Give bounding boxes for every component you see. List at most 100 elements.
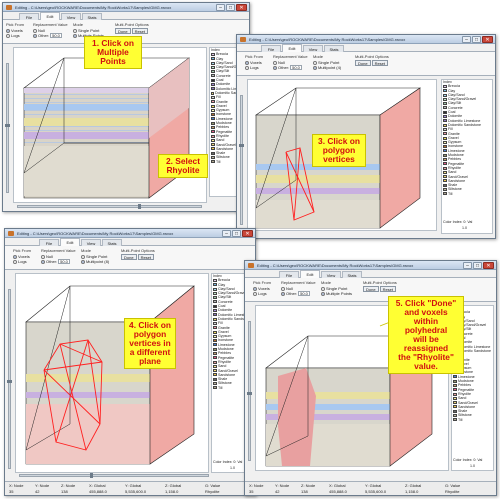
tab-edit[interactable]: Edit [300,270,320,278]
legend-item: Mudstone [442,153,492,157]
tab-view[interactable]: View [321,271,341,278]
other-value-input[interactable]: 50.0 [50,33,62,38]
close-button[interactable]: ✕ [482,36,493,43]
slider-thumb[interactable] [138,204,141,209]
vertical-slider[interactable] [239,95,244,225]
legend-item: Clay/Sand/Gravel [210,65,248,69]
reset-button[interactable]: Reset [379,286,397,292]
horizontal-slider[interactable] [19,473,209,478]
pick-from-group: Pick From Voxels Logs [13,248,31,264]
tab-stats[interactable]: Stats [324,45,344,52]
done-button[interactable]: Done [363,286,379,292]
close-button[interactable]: ✕ [483,262,494,269]
null-radio[interactable] [41,254,45,259]
legend-swatch [453,375,457,379]
status-value: 35 [249,489,254,494]
logs-radio[interactable] [13,259,17,264]
callout-line: and voxels [404,307,448,317]
replacement-label: Replacement Value [273,54,308,59]
tab-file[interactable]: File [19,13,39,20]
voxels-radio[interactable] [245,60,249,65]
vertical-slider[interactable] [7,289,12,469]
null-radio[interactable] [273,60,277,65]
tab-edit[interactable]: Edit [282,44,302,52]
ribbon-tabs: File Edit View Stats [3,12,249,20]
null-radio[interactable] [33,28,37,33]
slider-thumb[interactable] [247,392,252,395]
tab-stats[interactable]: Stats [82,13,102,20]
other-radio[interactable] [273,65,277,70]
vertical-slider[interactable] [5,63,10,193]
single-point-radio[interactable] [73,28,77,33]
other-value-input[interactable]: 50.0 [58,259,70,264]
tab-edit[interactable]: Edit [60,238,80,246]
voxels-radio[interactable] [13,254,17,259]
minimize-button[interactable]: – [462,36,471,43]
pick-from-group: Pick From Voxels Logs [6,22,24,38]
done-button[interactable]: Done [115,28,131,34]
legend-swatch [213,317,217,321]
other-radio[interactable] [33,33,37,38]
other-radio[interactable] [281,291,285,296]
reset-button[interactable]: Reset [371,60,389,66]
reset-button[interactable]: Reset [137,254,155,260]
multiple-points-radio[interactable] [73,33,77,38]
minimize-button[interactable]: – [463,262,472,269]
done-button[interactable]: Done [121,254,137,260]
legend-label: Granite [218,325,230,330]
close-button[interactable]: ✕ [236,4,247,11]
null-radio[interactable] [281,286,285,291]
tab-stats[interactable]: Stats [102,239,122,246]
single-point-radio[interactable] [313,60,317,65]
done-button[interactable]: Done [355,60,371,66]
multi-point-options: Multi-Point Options Done Reset [121,248,155,260]
legend-label: Clay/Silt [448,101,462,106]
voxels-radio[interactable] [6,28,10,33]
3d-viewport[interactable] [13,47,207,203]
minimize-button[interactable]: – [222,230,231,237]
tab-view[interactable]: View [81,239,101,246]
tab-edit[interactable]: Edit [40,12,60,20]
single-point-radio[interactable] [321,286,325,291]
multipoint-radio[interactable] [81,259,85,264]
slider-thumb[interactable] [239,144,244,147]
tab-view[interactable]: View [303,45,323,52]
logs-radio[interactable] [6,33,10,38]
minimize-button[interactable]: – [216,4,225,11]
legend-label: Ironstone [458,370,473,375]
tab-file[interactable]: File [39,239,59,246]
close-button[interactable]: ✕ [242,230,253,237]
logs-radio[interactable] [245,65,249,70]
3d-viewport[interactable] [15,273,209,473]
single-point-radio[interactable] [81,254,85,259]
reset-button[interactable]: Reset [131,28,149,34]
legend-swatch [443,84,447,88]
multipoint-radio[interactable] [313,65,317,70]
tab-stats[interactable]: Stats [342,271,362,278]
status-bar: X: Node 35 Y: Node 42 Z: Node 138 X: Global 455… [5,481,255,495]
logs-radio[interactable] [253,291,257,296]
slider-thumb[interactable] [90,473,93,478]
horizontal-slider[interactable] [17,204,202,209]
other-radio[interactable] [41,259,45,264]
multiple-points-radio[interactable] [321,291,325,296]
legend-swatch [443,115,447,119]
callout-step-3: 3. Click on polygon vertices [312,134,366,167]
tab-file[interactable]: File [279,271,299,278]
slider-thumb[interactable] [5,124,10,127]
maximize-button[interactable]: □ [226,4,235,11]
vertical-slider[interactable] [247,321,252,461]
maximize-button[interactable]: □ [472,36,481,43]
voxels-radio[interactable] [253,286,257,291]
legend-swatch [213,326,217,330]
editor-window-2: Editing - C:\Users\geo\ROCKWARE\Document… [236,34,496,239]
tab-file[interactable]: File [261,45,281,52]
maximize-button[interactable]: □ [232,230,241,237]
maximize-button[interactable]: □ [473,262,482,269]
tab-view[interactable]: View [61,13,81,20]
slider-thumb[interactable] [7,380,12,383]
legend-swatch [211,104,215,108]
other-value-input[interactable]: 50.0 [298,291,310,296]
other-value-input[interactable]: 50.0 [290,65,302,70]
3d-viewport[interactable] [247,79,437,231]
